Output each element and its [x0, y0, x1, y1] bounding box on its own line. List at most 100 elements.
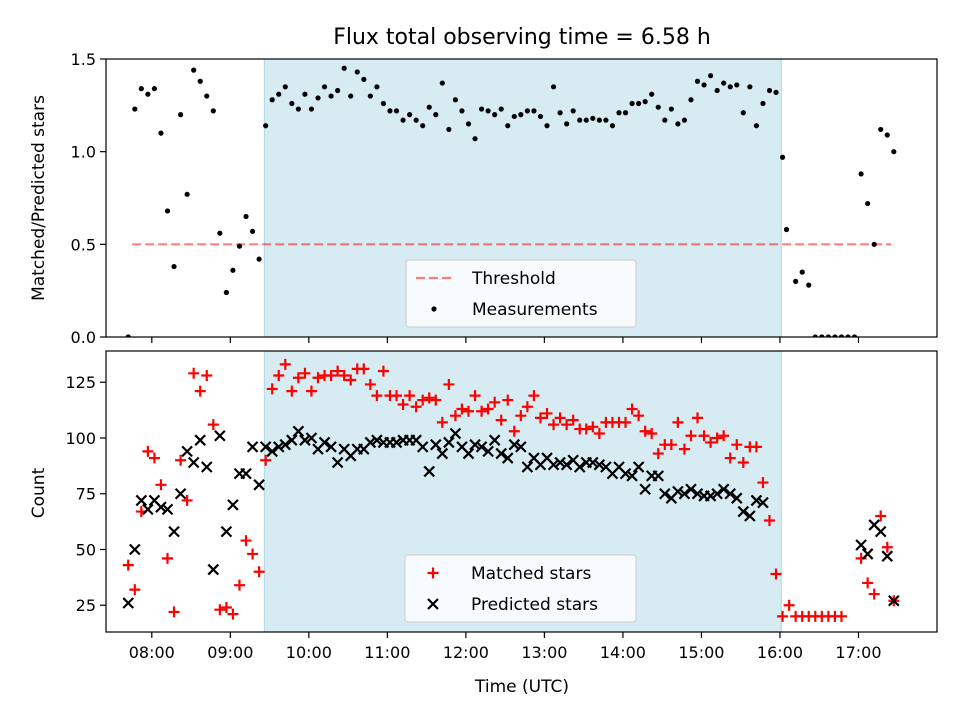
measurement-point [806, 282, 812, 288]
legend: Threshold Measurements [405, 259, 637, 328]
measurement-point [727, 84, 733, 90]
measurement-point [328, 93, 334, 99]
predicted-star-point [717, 483, 730, 496]
y-tick-label: 0.5 [71, 235, 96, 254]
measurement-point [714, 87, 720, 94]
x-tick-label: 15:00 [678, 643, 724, 662]
matched-star-point [181, 494, 193, 506]
predicted-star-point [194, 434, 207, 446]
predicted-star-point [318, 436, 331, 449]
measurement-point [518, 112, 524, 118]
measurement-point [537, 113, 544, 120]
measurement-point [125, 334, 131, 337]
measurement-point [249, 228, 256, 234]
predicted-star-point [266, 445, 278, 458]
predicted-star-point [272, 441, 285, 453]
matched-star-point [279, 358, 291, 370]
measurement-point [171, 263, 177, 270]
measurement-point [865, 200, 871, 207]
matched-star-point [626, 403, 638, 415]
measurement-point [838, 334, 845, 337]
x-tick-label: 13:00 [521, 643, 567, 662]
measurement-point [668, 106, 674, 112]
measurement-point [367, 93, 373, 99]
matched-star-point [233, 579, 245, 591]
y-tick-label: 50 [76, 540, 96, 559]
predicted-star-point [129, 543, 141, 556]
matched-star-point [534, 412, 546, 424]
predicted-star-point [515, 441, 527, 453]
measurement-point [832, 334, 838, 337]
predicted-star-point [142, 503, 154, 516]
matched-star-point [875, 510, 887, 522]
predicted-star-point [240, 467, 252, 480]
matched-star-point [148, 452, 160, 464]
y-tick-label: 0.0 [71, 328, 96, 347]
matched-star-point [515, 410, 527, 422]
measurement-point [701, 82, 707, 88]
top-panel: 0.0 0.5 1.0 1.5 Threshold Measurements [71, 50, 938, 347]
measurement-point [276, 91, 282, 97]
measurement-point [341, 65, 347, 71]
matched-star-point [724, 452, 736, 464]
predicted-star-point [135, 494, 148, 507]
matched-star-point [449, 410, 461, 422]
measurement-point [570, 108, 576, 114]
measurement-point [609, 123, 616, 129]
matched-star-point [423, 392, 435, 404]
predicted-star-point [227, 499, 239, 511]
measurement-point [622, 110, 629, 116]
matched-star-point [404, 390, 416, 402]
predicted-star-point [495, 447, 507, 460]
matched-star-point [358, 363, 370, 375]
matched-star-point [868, 588, 880, 600]
measurement-point [177, 112, 184, 118]
measurement-point [550, 84, 557, 90]
measurement-point [590, 115, 596, 121]
axes-frame [105, 58, 938, 338]
matched-star-point [129, 584, 141, 596]
matched-star-point [188, 367, 200, 379]
measurement-point [400, 117, 406, 123]
matched-star-point [377, 365, 389, 377]
measurement-point [223, 289, 229, 296]
measurement-point [335, 87, 341, 94]
matched-star-point [521, 401, 533, 413]
matched-star-point [305, 385, 317, 397]
matched-star-point [685, 430, 697, 442]
predicted-star-point [744, 510, 756, 522]
matched-star-point [541, 407, 553, 419]
matched-star-point [672, 416, 684, 428]
matched-star-point [175, 454, 187, 466]
predicted-star-point [286, 434, 298, 446]
measurement-point [439, 80, 445, 86]
matched-star-point [417, 394, 429, 406]
predicted-star-point [443, 436, 455, 449]
predicted-star-point [246, 441, 259, 453]
measurement-point [793, 278, 799, 284]
matched-star-point [881, 541, 893, 553]
measurement-point [773, 89, 779, 95]
measurement-point [302, 91, 308, 97]
matched-star-point [371, 390, 383, 402]
matched-star-point [430, 394, 442, 406]
x-tick-label: 12:00 [443, 643, 489, 662]
predicted-star-point [593, 458, 606, 471]
predicted-star-point [200, 461, 213, 473]
measurement-point [891, 149, 897, 155]
predicted-star-point [305, 432, 318, 444]
matched-star-point [476, 405, 488, 417]
x-tick-label: 14:00 [600, 643, 646, 662]
matched-star-point [508, 425, 520, 437]
predicted-star-point [436, 447, 449, 460]
measurement-point [655, 104, 661, 110]
measurement-point [321, 84, 328, 90]
measurement-point [858, 171, 864, 177]
measurement-point [361, 76, 367, 82]
predicted-star-point [508, 438, 521, 451]
predicted-star-point [325, 441, 337, 453]
measurement-point [557, 110, 563, 116]
measurement-point [511, 113, 517, 120]
matched-star-point [737, 457, 749, 469]
matched-star-point [580, 423, 592, 435]
